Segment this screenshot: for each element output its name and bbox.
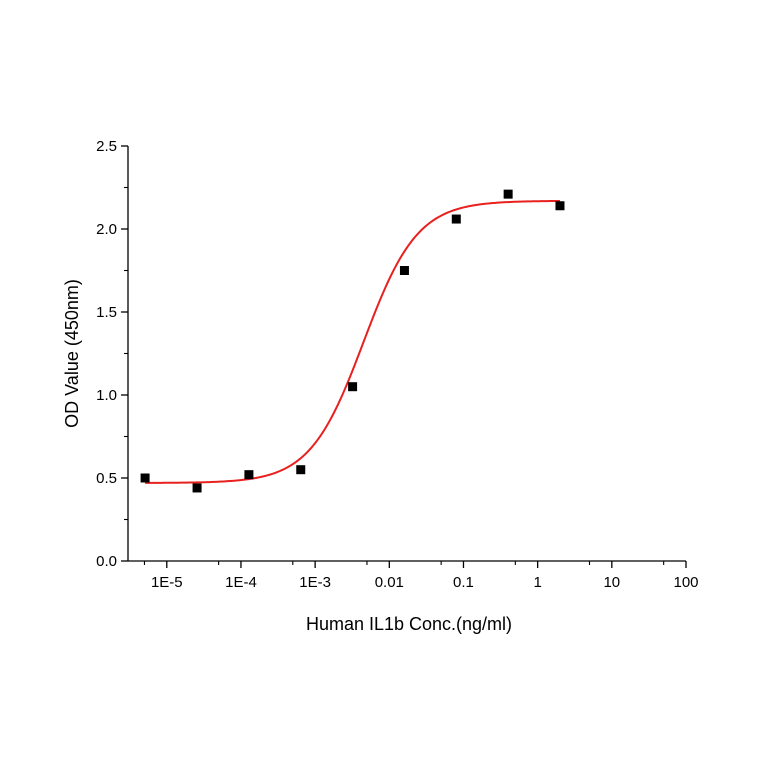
data-point	[503, 189, 513, 199]
data-point	[192, 483, 202, 493]
x-axis-title: Human IL1b Conc.(ng/ml)	[306, 614, 512, 634]
data-point	[244, 470, 254, 480]
data-point	[140, 473, 150, 483]
y-tick-label: 2.5	[96, 138, 117, 155]
axes	[127, 146, 686, 562]
y-tick-label: 1.5	[96, 304, 117, 321]
x-tick-label: 1E-5	[151, 574, 183, 591]
data-point	[555, 201, 565, 211]
y-tick-label: 2.0	[96, 221, 117, 238]
x-tick-label: 0.01	[375, 574, 404, 591]
x-tick-label: 1	[533, 574, 541, 591]
x-tick-label: 100	[673, 574, 698, 591]
data-point	[348, 382, 358, 392]
x-tick-label: 1E-4	[225, 574, 257, 591]
fit-curve	[145, 199, 560, 484]
x-tick-label: 0.1	[453, 574, 474, 591]
y-tick-label: 0.5	[96, 470, 117, 487]
data-point	[296, 465, 306, 475]
data-point	[399, 266, 409, 275]
y-tick-label: 0.0	[96, 553, 117, 570]
plot-area	[140, 189, 565, 493]
y-tick-label: 1.0	[96, 387, 117, 404]
y-axis-title: OD Value (450nm)	[62, 279, 82, 428]
data-point	[451, 214, 461, 224]
x-tick-label: 1E-3	[299, 574, 331, 591]
ticks: 0.0 0.5 1.0 1.5 2.0 2.5 1E-5 1E-4 1E-3 0.01 0.1 1 10…	[96, 138, 698, 591]
x-tick-label: 10	[603, 574, 620, 591]
